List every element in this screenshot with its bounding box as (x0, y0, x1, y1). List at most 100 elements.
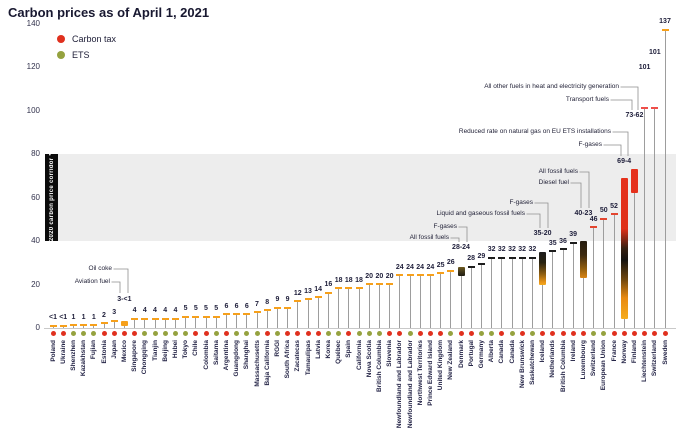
category-label: Saskatchewan (528, 340, 536, 385)
instrument-dot (387, 331, 393, 336)
category-label: British Columbia (375, 340, 383, 393)
price-tick (641, 106, 649, 109)
instrument-dot (274, 331, 280, 336)
annotation-label: F-gases (509, 199, 533, 206)
stem (195, 317, 197, 328)
stem (215, 317, 217, 328)
price-range-bar (620, 177, 628, 320)
value-label: 4 (173, 307, 178, 315)
instrument-dot (601, 331, 607, 336)
price-tick (559, 248, 567, 251)
price-range-bar (630, 169, 638, 194)
category-label: Hubei (171, 340, 179, 359)
instrument-dot (591, 331, 597, 336)
x-axis-line (44, 328, 676, 329)
stem (470, 267, 472, 328)
stem (531, 258, 533, 328)
leader-line (610, 99, 633, 110)
category-label: Kazakhstan (80, 340, 88, 377)
value-label: 24 (395, 263, 404, 271)
stem (52, 326, 54, 328)
category-label: Nova Scotia (365, 340, 373, 378)
instrument-dot (336, 331, 342, 336)
stem (236, 314, 238, 328)
stem (368, 284, 370, 328)
instrument-dot (652, 331, 658, 336)
value-label: 6 (224, 302, 229, 310)
value-label: 8 (265, 298, 270, 306)
price-tick (90, 324, 98, 327)
stem (389, 284, 391, 328)
y-tick-label: 20 (31, 279, 40, 289)
value-label: 29 (477, 252, 486, 260)
price-tick (406, 274, 414, 277)
instrument-dot (662, 331, 668, 336)
price-tick (151, 317, 159, 320)
instrument-dot (509, 331, 515, 336)
category-label: Zacatecas (294, 340, 302, 372)
category-label: Portugal (467, 340, 475, 367)
value-label: 3-<1 (117, 296, 132, 304)
value-label: <1 (49, 314, 57, 322)
price-tick (253, 311, 261, 314)
price-tick (110, 319, 118, 322)
legend-item-ets: ETS (57, 47, 116, 63)
instrument-dot (193, 331, 199, 336)
y-tick-label: 40 (31, 236, 40, 245)
instrument-dot (162, 331, 168, 336)
price-tick (59, 324, 67, 327)
stem (572, 243, 574, 328)
price-range-bar (457, 267, 465, 276)
instrument-dot (560, 331, 566, 336)
value-label: 35-20 (533, 229, 552, 237)
annotation-label: Diesel fuel (538, 179, 569, 186)
leader-line (612, 131, 629, 156)
instrument-dot (468, 331, 474, 336)
instrument-dot (489, 331, 495, 336)
instrument-dot (60, 331, 66, 336)
value-label: 32 (528, 246, 537, 254)
price-tick (610, 213, 618, 216)
category-label: British Columbia (559, 340, 567, 393)
category-label: Singapore (131, 340, 139, 372)
annotation-label: All fossil fuels (538, 168, 578, 175)
y-tick-label: 120 (26, 62, 40, 71)
value-label: 4 (142, 307, 147, 315)
value-label: 9 (285, 296, 290, 304)
value-label: 5 (193, 305, 198, 313)
stem (266, 310, 268, 328)
category-label: Ukraine (59, 340, 67, 364)
price-tick (416, 274, 424, 277)
instrument-dot (254, 331, 260, 336)
price-tick (324, 291, 332, 294)
annotation-label: All fossil fuels (409, 234, 449, 241)
category-label: Spain (345, 340, 353, 358)
category-label: New Brunswick (518, 340, 526, 389)
price-tick (467, 265, 475, 268)
instrument-dot (70, 331, 76, 336)
price-tick (273, 306, 281, 309)
category-label: France (610, 340, 618, 362)
stem (501, 258, 503, 328)
instrument-dot (427, 331, 433, 336)
stem (664, 30, 666, 328)
instrument-dot (91, 331, 97, 336)
category-label: Shanghai (243, 340, 251, 370)
price-tick (131, 317, 139, 320)
stem (338, 288, 340, 328)
stem (225, 314, 227, 328)
value-label: 20 (375, 272, 384, 280)
value-label: 3 (112, 309, 117, 317)
price-tick (243, 313, 251, 316)
instrument-dot (213, 331, 219, 336)
instrument-dot (366, 331, 372, 336)
category-label: Newfoundland and Labrador (396, 340, 404, 429)
category-label: Estonia (100, 340, 108, 364)
stem (134, 319, 136, 328)
category-label: Prince Edward Island (426, 340, 434, 406)
category-label: Finland (630, 340, 638, 364)
instrument-dot (356, 331, 362, 336)
instrument-dot (264, 331, 270, 336)
stem (327, 293, 329, 328)
annotation-label: Oil coke (88, 265, 112, 272)
